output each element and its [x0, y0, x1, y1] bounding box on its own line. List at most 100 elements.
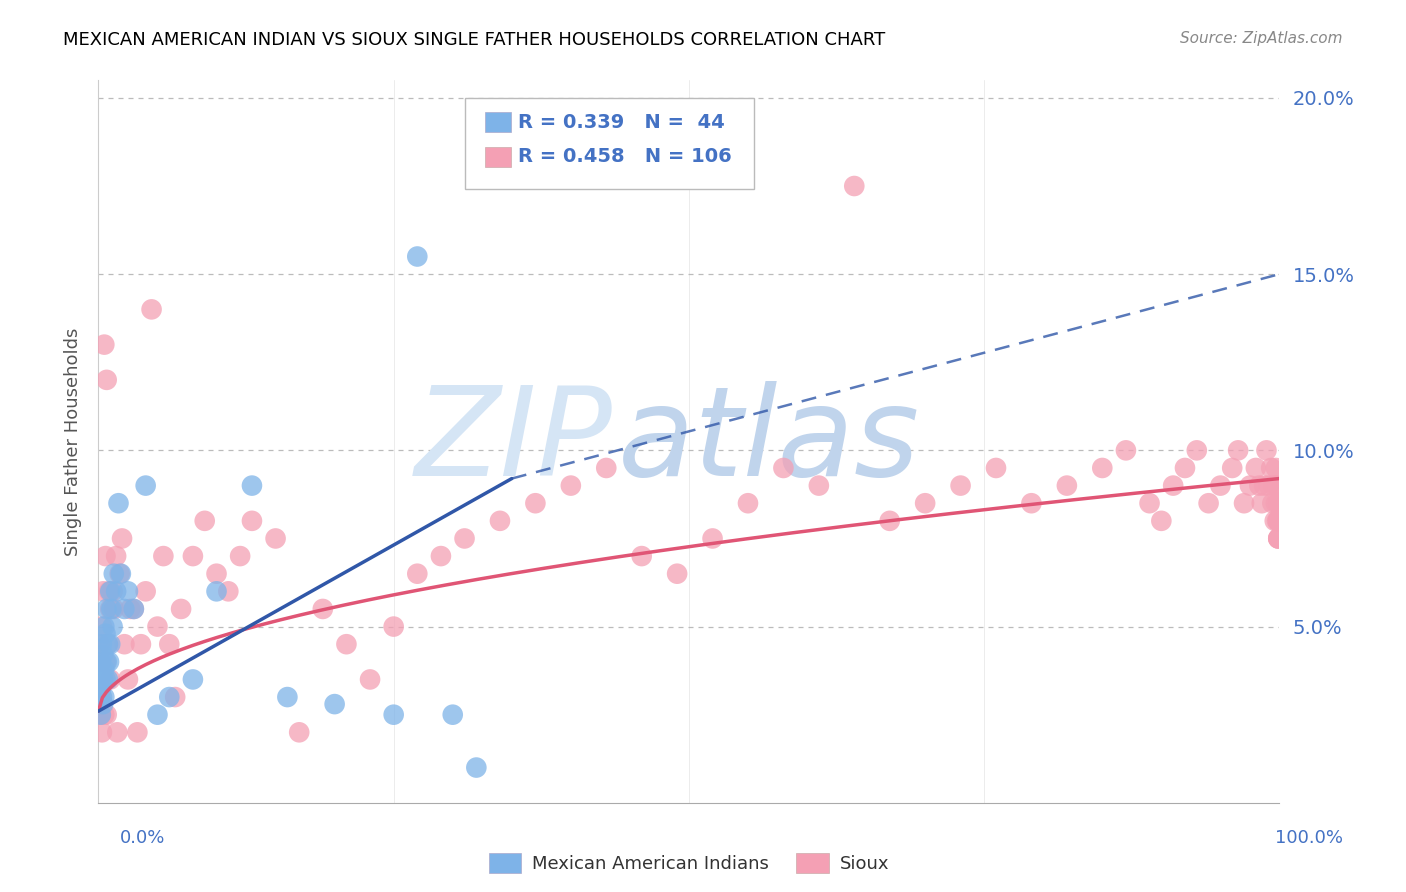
Point — [1244, 461, 1267, 475]
Point — [112, 637, 135, 651]
Point — [120, 602, 142, 616]
Point — [91, 648, 114, 662]
Legend: Mexican American Indians, Sioux: Mexican American Indians, Sioux — [482, 847, 896, 880]
Point — [127, 725, 149, 739]
Point — [96, 707, 118, 722]
Point — [382, 707, 405, 722]
Point — [146, 619, 169, 633]
Point — [335, 637, 357, 651]
Point — [630, 549, 652, 563]
Point — [430, 549, 453, 563]
Point — [1260, 461, 1282, 475]
Point — [844, 179, 866, 194]
Point — [96, 373, 118, 387]
Point — [1253, 478, 1275, 492]
Point — [89, 690, 111, 704]
Point — [1267, 496, 1289, 510]
Point — [98, 584, 121, 599]
Point — [122, 602, 145, 616]
Point — [1265, 478, 1288, 492]
Point — [94, 673, 117, 687]
Point — [1267, 496, 1289, 510]
Point — [240, 514, 263, 528]
Point — [879, 514, 901, 528]
Point — [1256, 443, 1278, 458]
Point — [91, 673, 114, 687]
Point — [141, 302, 163, 317]
Point — [90, 655, 112, 669]
Text: Source: ZipAtlas.com: Source: ZipAtlas.com — [1180, 31, 1343, 46]
Point — [122, 602, 145, 616]
Text: 100.0%: 100.0% — [1275, 829, 1343, 847]
Point — [91, 725, 114, 739]
Point — [465, 760, 488, 774]
Point — [101, 619, 124, 633]
Point — [91, 673, 114, 687]
Point — [94, 626, 117, 640]
Point — [984, 461, 1007, 475]
Point — [595, 461, 617, 475]
Point — [108, 566, 131, 581]
Point — [91, 619, 114, 633]
Point — [94, 655, 117, 669]
Point — [98, 655, 121, 669]
Point — [1161, 478, 1184, 492]
Point — [1267, 478, 1289, 492]
Point — [1261, 496, 1284, 510]
Point — [1267, 532, 1289, 546]
Point — [288, 725, 311, 739]
Point — [165, 690, 187, 704]
Point — [103, 602, 125, 616]
Text: ZIP: ZIP — [415, 381, 612, 502]
Point — [91, 662, 114, 676]
Point — [170, 602, 193, 616]
Point — [117, 673, 139, 687]
Point — [1220, 461, 1243, 475]
Point — [323, 697, 346, 711]
FancyBboxPatch shape — [485, 147, 510, 167]
Point — [1021, 496, 1043, 510]
Point — [90, 655, 112, 669]
Point — [453, 532, 475, 546]
Point — [101, 584, 124, 599]
Point — [359, 673, 381, 687]
Point — [152, 549, 174, 563]
Point — [217, 584, 239, 599]
Point — [441, 707, 464, 722]
Point — [240, 478, 263, 492]
Text: R = 0.339   N =  44: R = 0.339 N = 44 — [517, 112, 724, 132]
Point — [107, 496, 129, 510]
Point — [1233, 496, 1256, 510]
Text: 0.0%: 0.0% — [120, 829, 165, 847]
Point — [406, 566, 429, 581]
Point — [98, 673, 121, 687]
Point — [406, 250, 429, 264]
Point — [914, 496, 936, 510]
Point — [1115, 443, 1137, 458]
FancyBboxPatch shape — [485, 112, 510, 132]
Point — [97, 673, 120, 687]
Point — [1257, 478, 1279, 492]
Point — [737, 496, 759, 510]
Point — [97, 637, 120, 651]
Point — [949, 478, 972, 492]
Point — [1150, 514, 1173, 528]
Point — [264, 532, 287, 546]
Point — [90, 707, 112, 722]
Point — [89, 637, 111, 651]
Point — [194, 514, 217, 528]
Point — [105, 549, 128, 563]
Point — [276, 690, 298, 704]
Point — [98, 602, 121, 616]
Point — [1139, 496, 1161, 510]
Point — [91, 584, 114, 599]
Point — [181, 549, 204, 563]
Point — [94, 549, 117, 563]
Text: atlas: atlas — [619, 381, 920, 502]
Point — [489, 514, 512, 528]
Point — [96, 655, 118, 669]
Point — [157, 690, 180, 704]
Point — [1227, 443, 1250, 458]
Point — [90, 707, 112, 722]
Text: MEXICAN AMERICAN INDIAN VS SIOUX SINGLE FATHER HOUSEHOLDS CORRELATION CHART: MEXICAN AMERICAN INDIAN VS SIOUX SINGLE … — [63, 31, 886, 49]
